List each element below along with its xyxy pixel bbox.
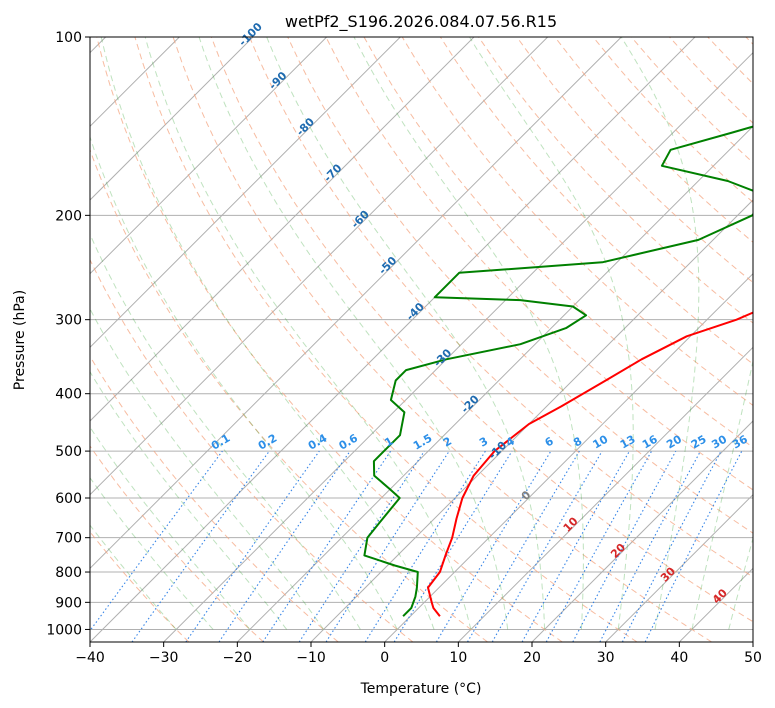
y-axis-label: Pressure (hPa) [12, 290, 28, 390]
isotherm-line [90, 37, 328, 275]
x-tick-label: 40 [670, 650, 688, 666]
dry-adiabat-line [287, 37, 753, 534]
moist-adiabat-line [90, 370, 288, 630]
x-tick-label: 50 [744, 650, 762, 666]
x-tick-label: −20 [223, 650, 253, 666]
y-tick-label: 500 [55, 444, 82, 460]
moist-adiabat-line [469, 37, 634, 630]
y-tick-label: 400 [55, 387, 82, 403]
dry-adiabat-line [90, 258, 414, 642]
dry-adiabat-line [325, 37, 753, 491]
plot-series [363, 125, 753, 617]
moist-adiabat-line [198, 37, 509, 630]
x-tick-label: 30 [597, 650, 615, 666]
x-tick-label: −40 [75, 650, 105, 666]
dry-adiabat-line [249, 37, 753, 578]
isotherm-line [236, 125, 753, 642]
y-tick-label: 800 [55, 565, 82, 581]
temperature-line [427, 311, 753, 617]
x-tick-label: 0 [380, 650, 389, 666]
moist-adiabat-line [90, 232, 361, 630]
mixing-ratio-line [90, 450, 223, 632]
moist-adiabat-line [620, 37, 700, 630]
chart-title: wetPf2_S196.2026.084.07.56.R15 [285, 12, 557, 32]
y-tick-label: 200 [55, 208, 82, 224]
moist-adiabat-line [353, 37, 584, 630]
y-tick-label: 700 [55, 531, 82, 547]
moist-adiabat-line [90, 426, 251, 630]
dry-adiabat-line [172, 37, 712, 642]
mixing-ratio-line [131, 450, 270, 642]
moist-adiabat-line [728, 536, 753, 630]
mixing-ratio-line [393, 450, 513, 642]
moist-adiabat-line [90, 135, 398, 630]
moist-adiabat-line [90, 476, 214, 630]
dry-adiabat-line [134, 37, 638, 642]
dry-adiabat-line [96, 37, 563, 642]
mixing-ratio-line [644, 450, 743, 642]
x-tick-label: −10 [296, 650, 326, 666]
y-tick-label: 100 [55, 30, 82, 46]
dry-adiabat-line [90, 355, 339, 642]
moist-adiabat-line [144, 37, 472, 630]
isotherm-line [90, 37, 696, 642]
y-tick-label: 300 [55, 313, 82, 329]
isotherm-line [90, 37, 622, 570]
isotherm-line [90, 37, 549, 496]
x-tick-label: −30 [149, 650, 179, 666]
isotherm-line [310, 199, 753, 642]
mixing-ratio-line [572, 450, 677, 642]
isotherm-line [90, 37, 254, 201]
axes: −40 −30 −20 −10 0 10 20 30 40 50 100 200 300 400 500 60… [46, 30, 762, 666]
moist-adiabat-line [90, 524, 177, 630]
dry-adiabat-line [90, 445, 264, 642]
isotherm-line [457, 346, 753, 642]
mixing-ratio-line [521, 450, 630, 642]
isotherm-line [90, 37, 475, 422]
isotherm-line [384, 272, 753, 642]
x-axis-label: Temperature (°C) [360, 681, 482, 697]
isotherm-line [605, 493, 753, 642]
y-tick-label: 900 [55, 595, 82, 611]
moist-adiabat-line [266, 37, 546, 630]
isotherm-line [163, 51, 753, 642]
mixing-ratio-line [545, 450, 653, 642]
moist-adiabat-line [691, 358, 753, 630]
plot-grid [90, 37, 753, 642]
dewpoint-line [363, 125, 753, 617]
dry-adiabat-line [516, 37, 753, 284]
mixing-ratio-line [218, 450, 351, 642]
mixing-ratio-line [325, 450, 450, 642]
x-tick-label: 20 [523, 650, 541, 666]
isotherm-line [531, 420, 753, 642]
y-tick-label: 1000 [46, 622, 82, 638]
moist-adiabat-line [90, 308, 324, 630]
mixing-ratio-line [262, 450, 392, 642]
y-tick-label: 600 [55, 491, 82, 507]
dry-adiabat-line [210, 37, 753, 623]
plot-frame [89, 36, 754, 643]
mixing-ratio-line [185, 450, 320, 642]
x-tick-label: 10 [449, 650, 467, 666]
